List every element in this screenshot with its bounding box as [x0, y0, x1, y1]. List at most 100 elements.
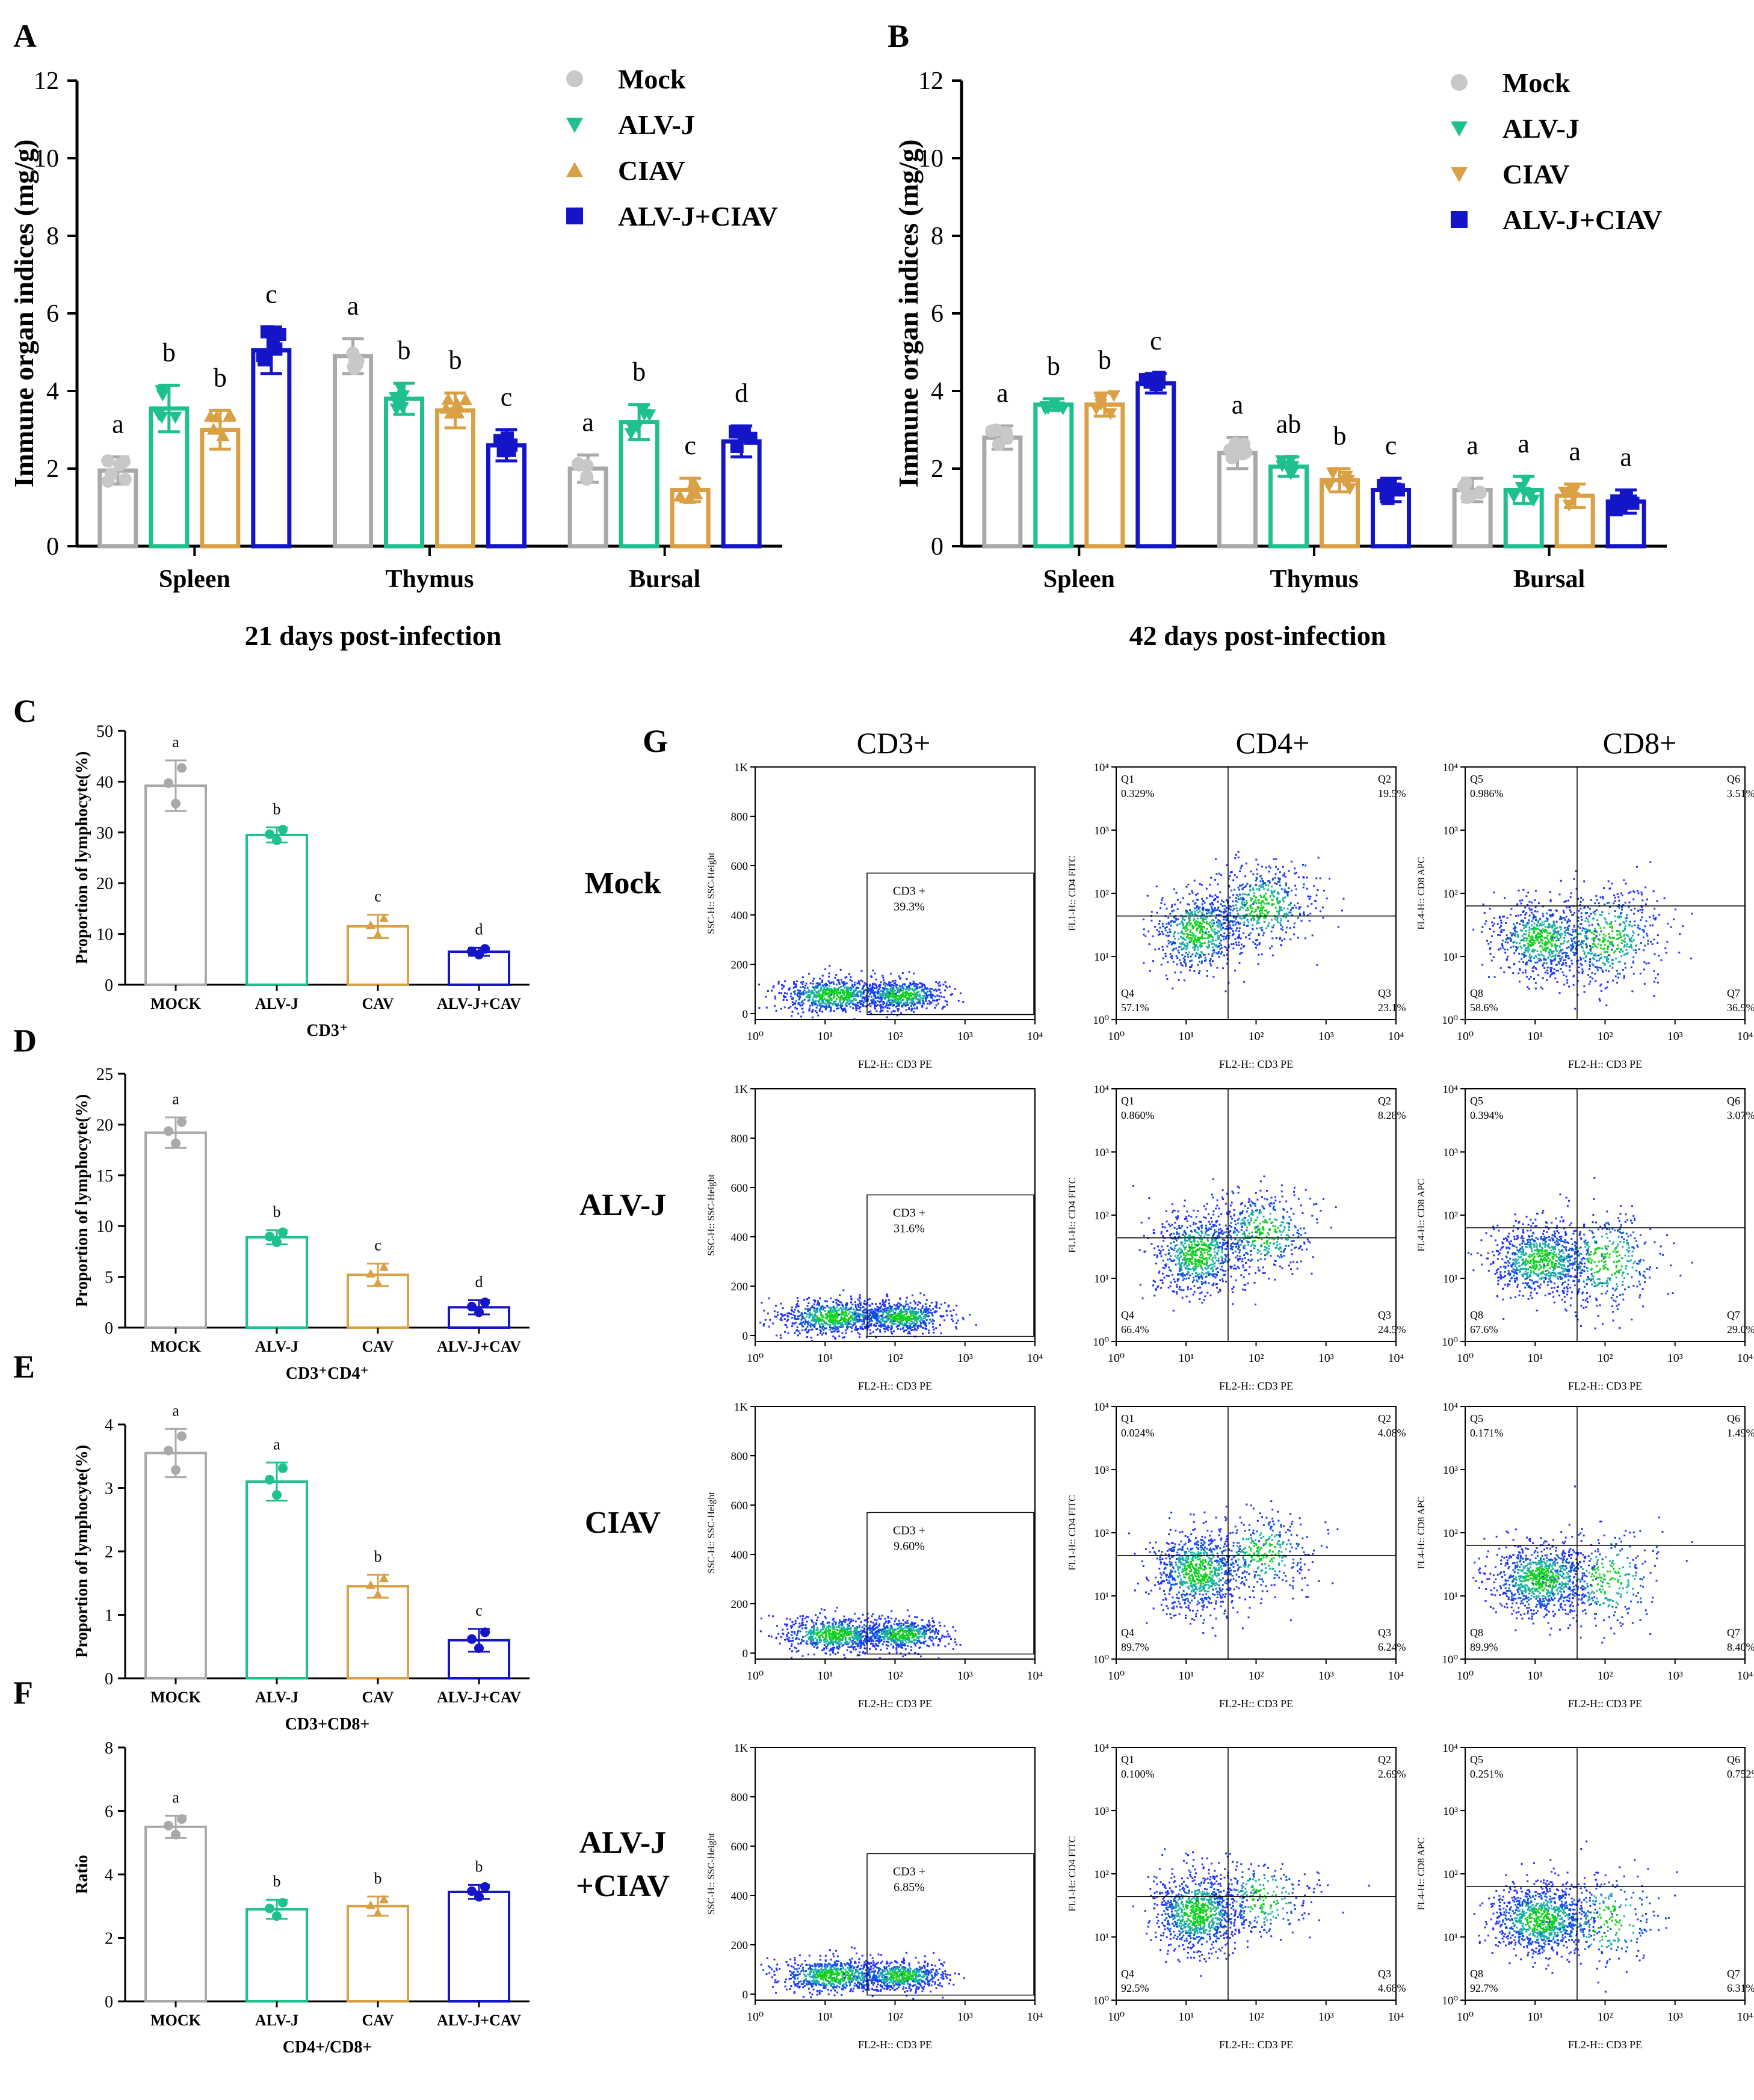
event-dot — [839, 968, 842, 971]
event-dot — [830, 981, 833, 984]
bar — [384, 396, 424, 549]
event-dot — [801, 1322, 803, 1324]
event-dot — [1293, 933, 1295, 935]
event-dot — [822, 992, 824, 994]
data-point — [265, 1231, 274, 1242]
data-point — [1326, 467, 1339, 480]
data-point — [474, 1892, 484, 1902]
event-dot — [817, 1300, 819, 1302]
event-dot — [1250, 899, 1252, 902]
event-dot — [1624, 901, 1626, 904]
event-dot — [1561, 948, 1564, 950]
event-dot — [1161, 931, 1164, 933]
event-dot — [856, 990, 859, 993]
event-dot — [1566, 922, 1569, 924]
event-dot — [1297, 902, 1299, 905]
data-point — [480, 1882, 490, 1892]
event-dot — [821, 1002, 824, 1004]
x-tick-label: 10⁴ — [1027, 1352, 1043, 1365]
data-point — [474, 1643, 484, 1653]
event-dot — [1229, 926, 1232, 929]
event-dot — [1217, 908, 1219, 911]
event-dot — [1523, 933, 1525, 935]
event-dot — [1206, 908, 1209, 911]
data-point — [1473, 486, 1487, 500]
event-dot — [869, 1010, 872, 1012]
data-point — [164, 778, 173, 788]
event-dot — [1306, 876, 1308, 879]
event-dot — [1611, 937, 1614, 939]
event-dot — [925, 1303, 927, 1305]
event-dot — [1625, 882, 1627, 885]
event-dot — [852, 986, 854, 988]
event-dot — [1616, 973, 1619, 975]
event-dot — [845, 1332, 847, 1334]
event-dot — [1504, 941, 1507, 943]
event-dot — [1240, 906, 1243, 908]
event-dot — [1277, 902, 1280, 904]
event-dot — [969, 1314, 971, 1316]
event-dot — [1176, 908, 1179, 910]
data-point — [269, 342, 283, 356]
event-dot — [763, 1310, 765, 1312]
event-dot — [1160, 907, 1162, 910]
event-dot — [772, 1322, 774, 1325]
event-dot — [809, 1005, 812, 1007]
event-dot — [875, 997, 878, 999]
event-dot — [859, 983, 861, 985]
event-dot — [921, 988, 923, 991]
event-dot — [818, 983, 820, 985]
sig-letter: b — [273, 1203, 281, 1221]
event-dot — [1520, 929, 1522, 932]
x-axis-label: FL2-H:: CD3 PE — [858, 1380, 932, 1392]
event-dot — [1574, 942, 1576, 944]
event-dot — [1198, 938, 1200, 941]
event-dot — [802, 985, 804, 988]
data-point — [730, 439, 744, 453]
event-dot — [1516, 931, 1518, 933]
event-dot — [1167, 942, 1170, 944]
x-tick-label: ALV-J — [255, 995, 298, 1012]
event-dot — [1535, 928, 1537, 930]
event-dot — [1219, 891, 1221, 893]
event-dot — [808, 989, 811, 991]
event-dot — [1564, 952, 1566, 954]
event-dot — [1670, 926, 1672, 928]
sig-letter: a — [1232, 390, 1244, 419]
event-dot — [1632, 898, 1635, 901]
event-dot — [791, 1306, 793, 1308]
event-dot — [854, 995, 857, 997]
event-dot — [832, 1316, 835, 1319]
data-point — [474, 949, 484, 959]
event-dot — [1196, 941, 1198, 944]
event-dot — [855, 987, 857, 989]
event-dot — [1542, 964, 1544, 966]
event-dot — [1491, 935, 1493, 937]
event-dot — [1606, 960, 1608, 962]
event-dot — [875, 987, 878, 990]
event-dot — [910, 994, 912, 997]
event-dot — [1512, 945, 1515, 947]
event-dot — [1551, 938, 1554, 940]
event-dot — [1242, 887, 1244, 889]
event-dot — [1596, 969, 1599, 971]
event-dot — [1522, 911, 1524, 913]
event-dot — [909, 1332, 911, 1335]
event-dot — [1611, 949, 1613, 951]
sig-letter: a — [1569, 437, 1581, 466]
panel-letter-G: G — [643, 723, 668, 759]
event-dot — [812, 982, 814, 985]
event-dot — [1279, 907, 1282, 910]
event-dot — [870, 987, 872, 990]
event-dot — [850, 988, 853, 991]
event-dot — [815, 1006, 818, 1009]
event-dot — [1584, 912, 1587, 914]
event-dot — [848, 973, 850, 975]
event-dot — [1190, 911, 1192, 913]
event-dot — [1588, 983, 1590, 985]
event-dot — [1560, 928, 1562, 931]
event-dot — [897, 998, 899, 1000]
event-dot — [1217, 914, 1220, 916]
event-dot — [1188, 917, 1190, 920]
event-dot — [921, 1005, 924, 1007]
